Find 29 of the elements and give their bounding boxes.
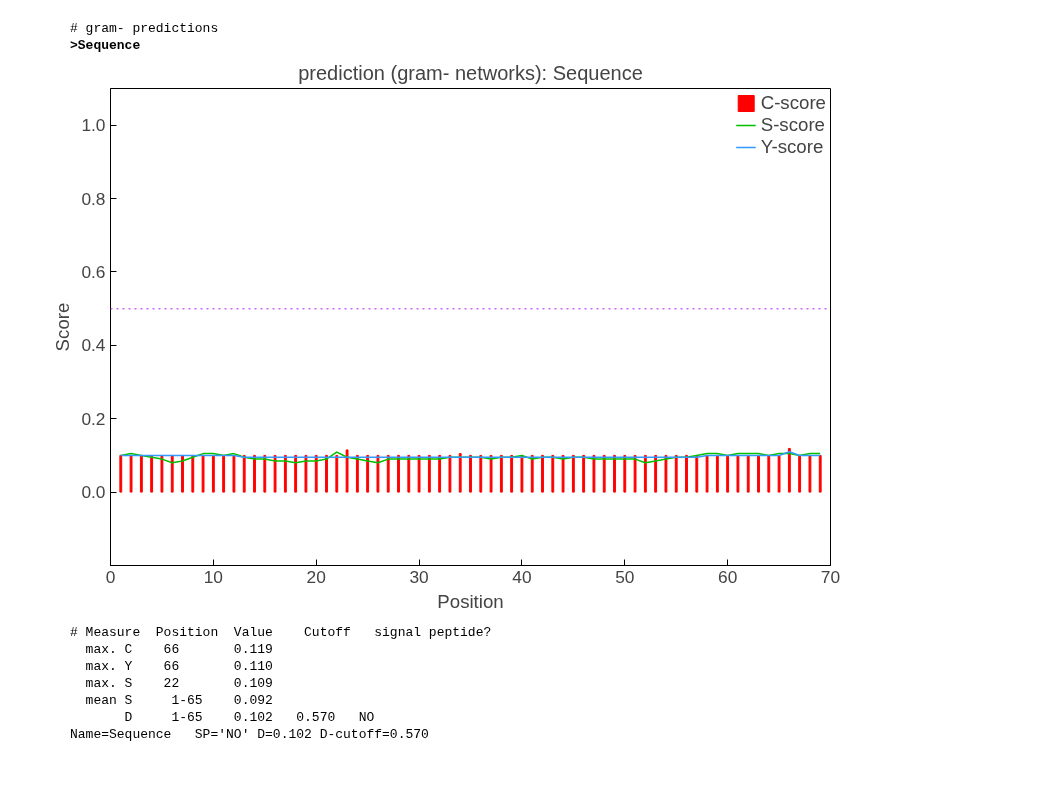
y-tick-label: 1.0 — [81, 115, 106, 136]
text: >Sequence — [70, 38, 141, 53]
text: mean S 1-65 0.092 — [85, 693, 273, 709]
text: max. C 66 0.119 — [85, 642, 273, 658]
legend-label: S-score — [760, 114, 825, 137]
text: # Measure Position Value Cutoff signal peptide? — [70, 625, 492, 641]
y-tick-label: 0.0 — [81, 482, 106, 503]
x-tick-label: 40 — [512, 566, 532, 587]
x-tick-label: 30 — [409, 566, 429, 587]
y-tick-label: 0.6 — [81, 262, 106, 283]
y-axis-title: Score — [52, 302, 74, 352]
chart-title: prediction (gram- networks): Sequence — [298, 61, 643, 84]
x-tick-label: 60 — [718, 566, 738, 587]
x-axis-title: Position — [437, 590, 504, 612]
y-tick-label: 0.4 — [81, 335, 106, 356]
text: max. S 22 0.109 — [85, 676, 273, 692]
legend-label: Y-score — [760, 136, 824, 159]
x-tick-label: 20 — [306, 566, 326, 587]
text: D 1-65 0.102 0.570 NO — [124, 710, 375, 726]
text: max. Y 66 0.110 — [85, 659, 273, 675]
legend-label: C-score — [760, 92, 826, 115]
x-tick-label: 50 — [615, 566, 635, 587]
text: # gram- predictions — [70, 21, 219, 36]
text: Name=Sequence SP='NO' D=0.102 D-cutoff=0.570 — [70, 727, 429, 743]
y-tick-label: 0.8 — [81, 188, 106, 209]
x-tick-label: 70 — [820, 566, 841, 587]
y-tick-label: 0.2 — [81, 408, 106, 429]
x-tick-label: 0 — [105, 566, 116, 587]
x-tick-label: 10 — [203, 566, 223, 587]
